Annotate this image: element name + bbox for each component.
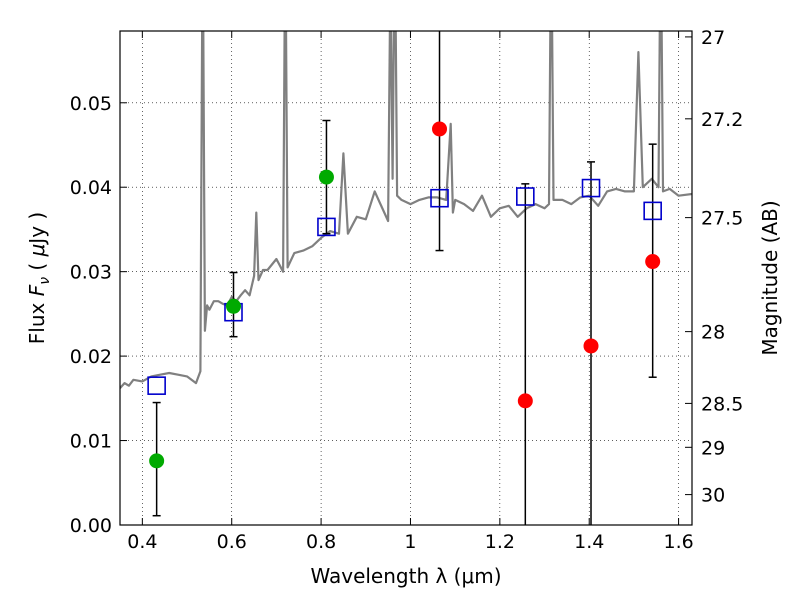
model-photometry-square	[516, 187, 535, 206]
y-tick-label: 0.00	[70, 515, 112, 537]
model-spectrum-line	[120, 31, 692, 389]
y-axis-label: Flux Fν ( μJy )	[25, 212, 53, 344]
right-tick-label: 27.5	[701, 208, 743, 230]
y-tick-label: 0.03	[70, 262, 112, 284]
nondetection-point	[645, 254, 661, 270]
model-photometry-square	[643, 201, 662, 221]
right-tick-label: 27.2	[701, 109, 743, 131]
x-tick-label: 0.6	[217, 531, 247, 553]
detection-point	[226, 298, 242, 314]
x-tick-label: 1.6	[663, 531, 693, 553]
y-tick-label: 0.04	[70, 177, 112, 199]
nondetection-point	[517, 393, 533, 409]
model-photometry-square	[147, 376, 166, 395]
x-tick-label: 0.4	[127, 531, 157, 553]
plot-frame	[119, 30, 693, 526]
nondetection-point	[432, 121, 448, 137]
detection-point	[149, 453, 165, 469]
plot-area	[120, 31, 692, 525]
right-tick-label: 28.5	[701, 393, 743, 415]
x-axis-label: Wavelength λ (μm)	[310, 564, 501, 588]
right-tick-label: 30	[701, 485, 725, 507]
x-tick-label: 1.2	[485, 531, 515, 553]
nondetection-point	[583, 338, 599, 354]
right-axis-label: Magnitude (AB)	[758, 200, 782, 355]
model-photometry-square	[317, 217, 336, 237]
y-tick-label: 0.05	[70, 93, 112, 115]
detection-point	[318, 169, 334, 185]
grid-lines	[120, 31, 692, 525]
right-tick-label: 29	[701, 437, 725, 459]
x-tick-label: 1	[404, 531, 416, 553]
y-tick-label: 0.01	[70, 431, 112, 453]
y-tick-label: 0.02	[70, 346, 112, 368]
model-photometry-square	[581, 178, 601, 198]
x-tick-label: 0.8	[306, 531, 336, 553]
x-tick-label: 1.4	[574, 531, 604, 553]
right-tick-label: 28	[701, 322, 725, 344]
model-photometry-square	[430, 188, 449, 208]
right-tick-label: 27	[701, 27, 725, 49]
axes: 0.4 0.6 0.8 1 1.2 1.4 1.6 0.00 0.01 0.02 0.03 0.04 0…	[70, 27, 744, 553]
